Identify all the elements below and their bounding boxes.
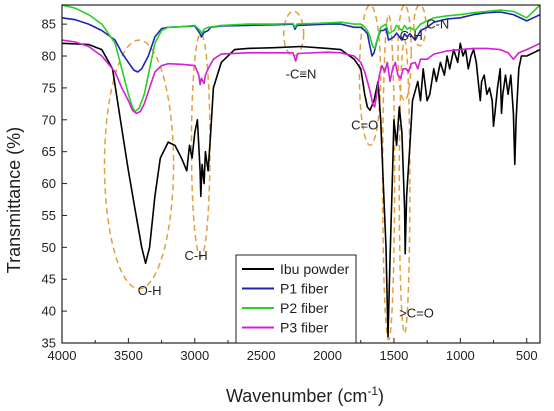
x-axis-label-superscript: -1 (367, 384, 378, 398)
highlight-ellipse (413, 4, 427, 47)
peak-annotation: C-H (185, 248, 208, 263)
x-axis-label-main: Wavenumber (cm (226, 386, 367, 406)
x-tick-label: 2000 (313, 348, 342, 363)
y-tick-label: 55 (42, 208, 56, 223)
x-tick-label: 3500 (114, 348, 143, 363)
legend-label: P3 fiber (280, 320, 329, 336)
x-tick-label: 4000 (48, 348, 77, 363)
peak-annotations: O-HC-H-C≡NC=OC-HC-N>C=O (138, 17, 450, 321)
y-tick-label: 40 (42, 304, 56, 319)
y-tick-label: 50 (42, 240, 56, 255)
legend-label: Ibu powder (280, 261, 350, 277)
y-tick-label: 80 (42, 49, 56, 64)
peak-annotation: C-N (426, 17, 449, 32)
peak-annotation: C=O (351, 117, 378, 132)
peak-annotation: -C≡N (286, 66, 317, 81)
tick-labels: 4000 3500 3000 2500 2000 1500 1000 500 35 40 45 50 5… (42, 17, 538, 363)
legend: Ibu powder P1 fiber P2 fiber P3 fiber (235, 254, 357, 344)
x-tick-label: 3000 (180, 348, 209, 363)
y-tick-label: 70 (42, 112, 56, 127)
peak-annotation: C-H (400, 28, 423, 43)
highlight-ellipse (381, 13, 396, 341)
y-tick-label: 60 (42, 176, 56, 191)
series-line-p1-fiber (61, 11, 541, 73)
x-tick-label: 1000 (446, 348, 475, 363)
y-tick-label: 45 (42, 272, 56, 287)
peak-annotation: O-H (138, 283, 162, 298)
highlight-ellipse (103, 39, 175, 290)
x-tick-label: 2500 (247, 348, 276, 363)
highlight-ellipse (397, 4, 412, 102)
x-axis-label: Wavenumber (cm-1) (226, 384, 384, 406)
y-tick-label: 35 (42, 336, 56, 351)
x-tick-label: 1500 (379, 348, 408, 363)
x-tick-label: 500 (516, 348, 538, 363)
series-lines (61, 4, 541, 338)
series-line-p2-fiber (61, 4, 541, 113)
x-axis-label-close: ) (378, 386, 384, 406)
series-line-ibu-powder (61, 42, 541, 338)
y-tick-label: 65 (42, 144, 56, 159)
highlight-ellipse (282, 10, 305, 57)
peak-annotation: >C=O (399, 305, 434, 320)
y-tick-label: 85 (42, 17, 56, 32)
y-tick-label: 75 (42, 80, 56, 95)
legend-label: P1 fiber (280, 281, 329, 297)
legend-label: P2 fiber (280, 300, 329, 316)
highlight-ellipse (398, 39, 411, 335)
highlight-ellipse (358, 4, 382, 147)
y-axis-label: Transmittance (%) (4, 127, 24, 273)
series-line-p3-fiber (61, 39, 541, 115)
